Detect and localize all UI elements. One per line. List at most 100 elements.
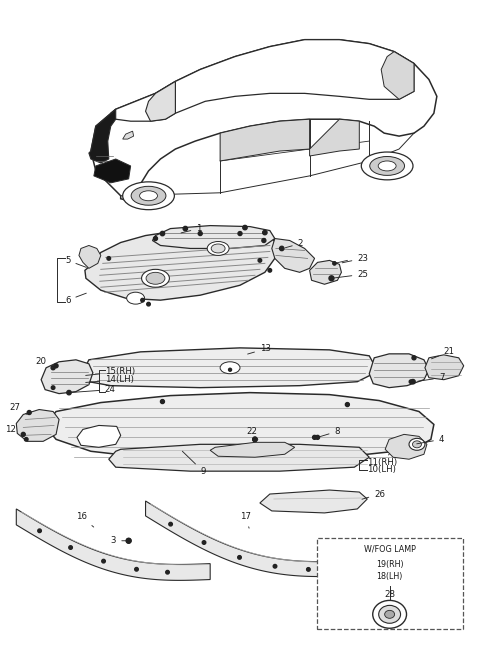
Ellipse shape xyxy=(146,272,165,284)
Circle shape xyxy=(411,379,415,384)
Polygon shape xyxy=(109,444,369,471)
Circle shape xyxy=(154,236,157,240)
Circle shape xyxy=(67,390,71,395)
Polygon shape xyxy=(89,109,116,163)
Circle shape xyxy=(238,232,242,236)
Polygon shape xyxy=(94,159,131,183)
Text: 3: 3 xyxy=(111,536,126,545)
Circle shape xyxy=(312,436,316,440)
Circle shape xyxy=(253,437,257,441)
Circle shape xyxy=(135,567,138,571)
Text: 22: 22 xyxy=(246,427,258,440)
Ellipse shape xyxy=(140,191,157,200)
Polygon shape xyxy=(46,392,434,461)
Text: 10(LH): 10(LH) xyxy=(367,461,396,474)
Ellipse shape xyxy=(220,362,240,374)
Circle shape xyxy=(412,356,416,360)
Polygon shape xyxy=(381,52,414,100)
Polygon shape xyxy=(260,490,367,513)
Circle shape xyxy=(409,380,413,383)
Circle shape xyxy=(279,246,284,251)
Polygon shape xyxy=(16,409,59,441)
Ellipse shape xyxy=(378,161,396,171)
Polygon shape xyxy=(91,40,437,200)
Circle shape xyxy=(107,257,110,260)
Text: 27: 27 xyxy=(9,403,27,415)
Circle shape xyxy=(307,568,310,571)
Text: 4: 4 xyxy=(417,435,444,444)
Polygon shape xyxy=(310,119,360,156)
Ellipse shape xyxy=(127,292,144,304)
Polygon shape xyxy=(123,131,133,139)
Circle shape xyxy=(238,555,241,559)
Ellipse shape xyxy=(211,244,225,253)
Circle shape xyxy=(198,232,202,236)
Text: 15(RH): 15(RH) xyxy=(85,367,135,376)
Polygon shape xyxy=(385,434,427,459)
Polygon shape xyxy=(210,442,295,457)
Text: 6: 6 xyxy=(65,293,86,305)
Text: W/FOG LAMP: W/FOG LAMP xyxy=(364,544,416,553)
Polygon shape xyxy=(220,119,310,161)
Circle shape xyxy=(141,299,144,302)
Text: 9: 9 xyxy=(182,451,205,476)
Text: 17: 17 xyxy=(240,512,251,528)
Circle shape xyxy=(202,541,206,544)
Ellipse shape xyxy=(361,152,413,180)
Polygon shape xyxy=(79,246,101,269)
Text: 26: 26 xyxy=(362,489,385,499)
Polygon shape xyxy=(369,354,429,388)
Ellipse shape xyxy=(207,242,229,255)
Text: 20: 20 xyxy=(35,357,53,367)
Circle shape xyxy=(54,364,58,367)
Ellipse shape xyxy=(412,441,421,448)
Text: 1: 1 xyxy=(181,224,202,233)
Circle shape xyxy=(51,386,55,390)
Circle shape xyxy=(258,259,262,262)
Ellipse shape xyxy=(409,438,425,450)
Circle shape xyxy=(21,432,25,436)
Text: 16: 16 xyxy=(76,512,94,527)
Ellipse shape xyxy=(379,605,401,624)
Ellipse shape xyxy=(142,269,169,288)
Circle shape xyxy=(333,262,336,265)
Text: 14(LH): 14(LH) xyxy=(86,375,133,384)
Circle shape xyxy=(243,225,247,230)
Text: 28: 28 xyxy=(384,590,395,599)
Polygon shape xyxy=(111,81,175,121)
Polygon shape xyxy=(41,360,93,394)
Ellipse shape xyxy=(373,601,407,628)
Circle shape xyxy=(333,262,336,265)
Circle shape xyxy=(183,227,188,231)
Polygon shape xyxy=(77,426,120,447)
Polygon shape xyxy=(310,261,341,284)
Text: 13: 13 xyxy=(248,345,271,354)
Circle shape xyxy=(27,411,31,415)
Text: 19(RH): 19(RH) xyxy=(376,560,404,569)
Text: 24: 24 xyxy=(72,385,116,394)
Circle shape xyxy=(126,538,131,543)
Circle shape xyxy=(169,523,172,526)
Circle shape xyxy=(273,565,277,568)
Ellipse shape xyxy=(370,157,405,176)
Circle shape xyxy=(102,559,105,563)
Text: 25: 25 xyxy=(334,270,368,279)
Circle shape xyxy=(346,403,349,407)
Polygon shape xyxy=(175,40,414,113)
Circle shape xyxy=(160,231,165,236)
Circle shape xyxy=(147,303,150,306)
Circle shape xyxy=(262,238,266,242)
Text: 21: 21 xyxy=(432,347,455,359)
Polygon shape xyxy=(153,225,275,248)
Circle shape xyxy=(166,571,169,574)
Text: 2: 2 xyxy=(286,239,303,248)
Circle shape xyxy=(253,437,257,441)
Text: 18(LH): 18(LH) xyxy=(376,572,403,581)
Text: 7: 7 xyxy=(418,373,444,383)
Circle shape xyxy=(329,276,334,281)
Circle shape xyxy=(268,269,272,272)
Circle shape xyxy=(69,546,72,550)
Polygon shape xyxy=(425,355,464,380)
Text: 11(RH): 11(RH) xyxy=(367,455,397,467)
Polygon shape xyxy=(85,231,278,300)
